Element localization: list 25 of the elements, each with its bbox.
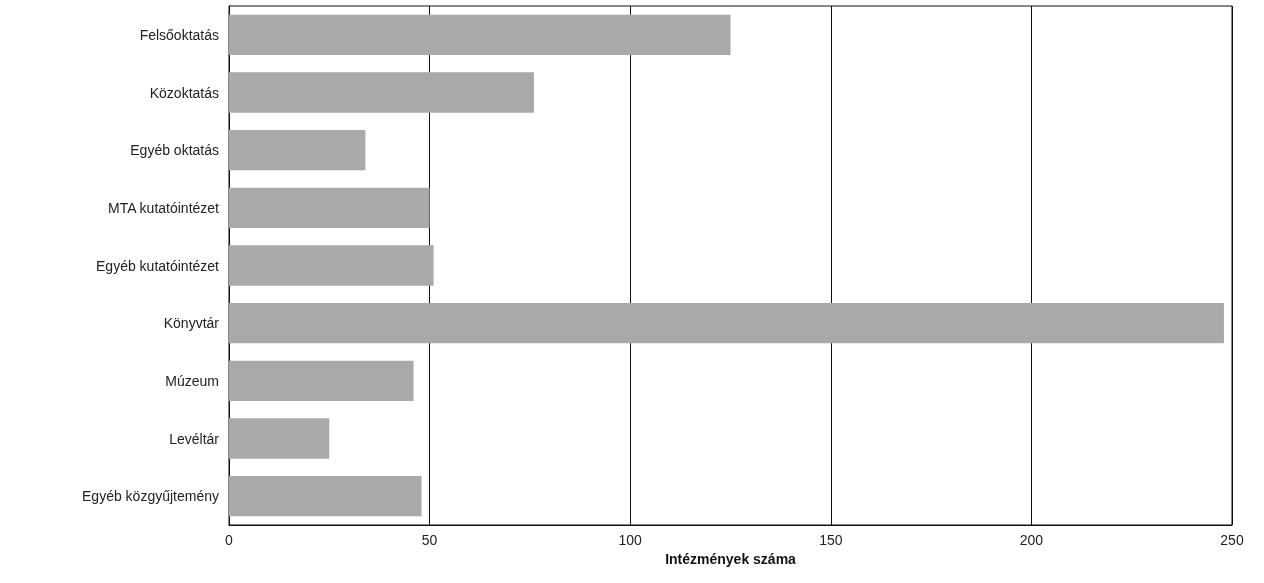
- bar: [229, 72, 534, 113]
- x-tick-label: 50: [421, 532, 438, 548]
- y-tick-label: Felsőoktatás: [139, 26, 219, 43]
- x-tick-label: 100: [618, 532, 643, 548]
- x-tick-label: 150: [819, 532, 843, 548]
- x-tick-label: 0: [225, 532, 234, 548]
- x-tick-label: 200: [1019, 532, 1044, 548]
- bar: [229, 129, 366, 171]
- bar: [229, 245, 434, 286]
- y-tick-label: MTA kutatóintézet: [107, 199, 220, 216]
- y-tick-label: Egyéb oktatás: [130, 142, 219, 159]
- bar: [229, 418, 330, 459]
- y-tick-label: Közoktatás: [149, 84, 219, 101]
- bar: [229, 475, 422, 517]
- x-tick-label: 250: [1220, 532, 1244, 548]
- y-tick-label: Egyéb közgyűjtemény: [82, 488, 219, 505]
- x-axis-title: Intézmények száma: [665, 550, 797, 567]
- bar: [229, 187, 430, 229]
- y-tick-label: Egyéb kutatóintézet: [96, 257, 220, 274]
- y-tick-label: Könyvtár: [163, 315, 220, 332]
- bar: [229, 360, 414, 402]
- y-tick-label: Levéltár: [169, 430, 220, 447]
- bar: [229, 14, 731, 56]
- bar: [229, 302, 1224, 344]
- y-tick-label: Múzeum: [165, 372, 219, 389]
